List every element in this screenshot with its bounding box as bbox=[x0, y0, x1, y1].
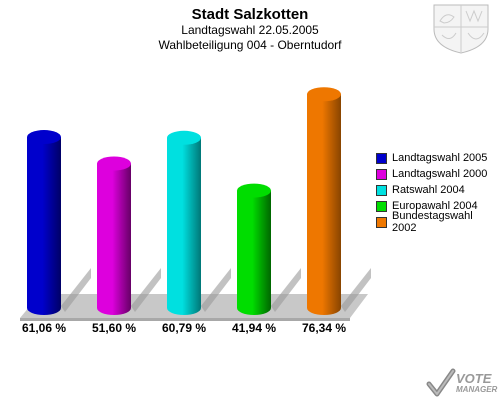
bar bbox=[307, 94, 341, 308]
chart-legend: Landtagswahl 2005 Landtagswahl 2000 Ratswa… bbox=[376, 150, 500, 234]
coat-of-arms-icon bbox=[433, 4, 489, 54]
legend-swatch bbox=[376, 184, 387, 196]
bar bbox=[237, 190, 271, 308]
bar-top bbox=[237, 183, 271, 198]
bar-value-label: 60,79 % bbox=[162, 321, 206, 335]
bar-base bbox=[167, 301, 201, 315]
bar-top bbox=[97, 156, 131, 171]
legend-item: Landtagswahl 2000 bbox=[376, 166, 500, 182]
ballot-check-icon bbox=[426, 368, 456, 397]
legend-label: Bundestagswahl 2002 bbox=[391, 210, 473, 234]
bar-value-label: 51,60 % bbox=[92, 321, 136, 335]
legend-item: Ratswahl 2004 bbox=[376, 182, 500, 198]
legend-label: Europawahl 2004 bbox=[392, 200, 478, 212]
bar-value-label: 61,06 % bbox=[22, 321, 66, 335]
chart-subtitle-district: Wahlbeteiligung 004 - Oberntudorf bbox=[158, 38, 342, 52]
bar-value-label: 41,94 % bbox=[232, 321, 276, 335]
bar-top bbox=[307, 87, 341, 102]
logo-text-manager: MANAGER bbox=[456, 385, 498, 394]
bar-base bbox=[237, 301, 271, 315]
bar bbox=[167, 137, 201, 308]
bar-shadow bbox=[271, 268, 301, 312]
bar-top bbox=[167, 130, 201, 145]
bar-shadow bbox=[341, 268, 371, 312]
legend-item: Europawahl 2004 bbox=[376, 198, 500, 214]
bar-base bbox=[97, 301, 131, 315]
bar-shadow bbox=[131, 268, 161, 312]
bar bbox=[97, 163, 131, 308]
bar-value-label: 76,34 % bbox=[302, 321, 346, 335]
legend-label: Ratswahl 2004 bbox=[392, 184, 465, 196]
bar-shadow bbox=[61, 268, 91, 312]
legend-swatch bbox=[376, 216, 387, 228]
logo-text-vote: VOTE bbox=[456, 371, 492, 386]
chart-title: Stadt Salzkotten bbox=[191, 6, 309, 23]
legend-swatch bbox=[376, 152, 387, 164]
bar-base bbox=[307, 301, 341, 315]
legend-label: Landtagswahl 2005 bbox=[392, 152, 488, 164]
chart-subtitle-election: Landtagswahl 22.05.2005 bbox=[181, 23, 319, 37]
chart-floor-edge bbox=[20, 318, 350, 321]
bar-base bbox=[27, 301, 61, 315]
legend-swatch bbox=[376, 168, 387, 180]
legend-item: Bundestagswahl 2002 bbox=[376, 210, 500, 234]
bar-top bbox=[27, 130, 61, 145]
legend-swatch bbox=[376, 200, 387, 212]
bar-shadow bbox=[201, 268, 231, 312]
legend-label: Landtagswahl 2000 bbox=[392, 168, 488, 180]
legend-item: Landtagswahl 2005 bbox=[376, 150, 500, 166]
bar bbox=[27, 137, 61, 308]
